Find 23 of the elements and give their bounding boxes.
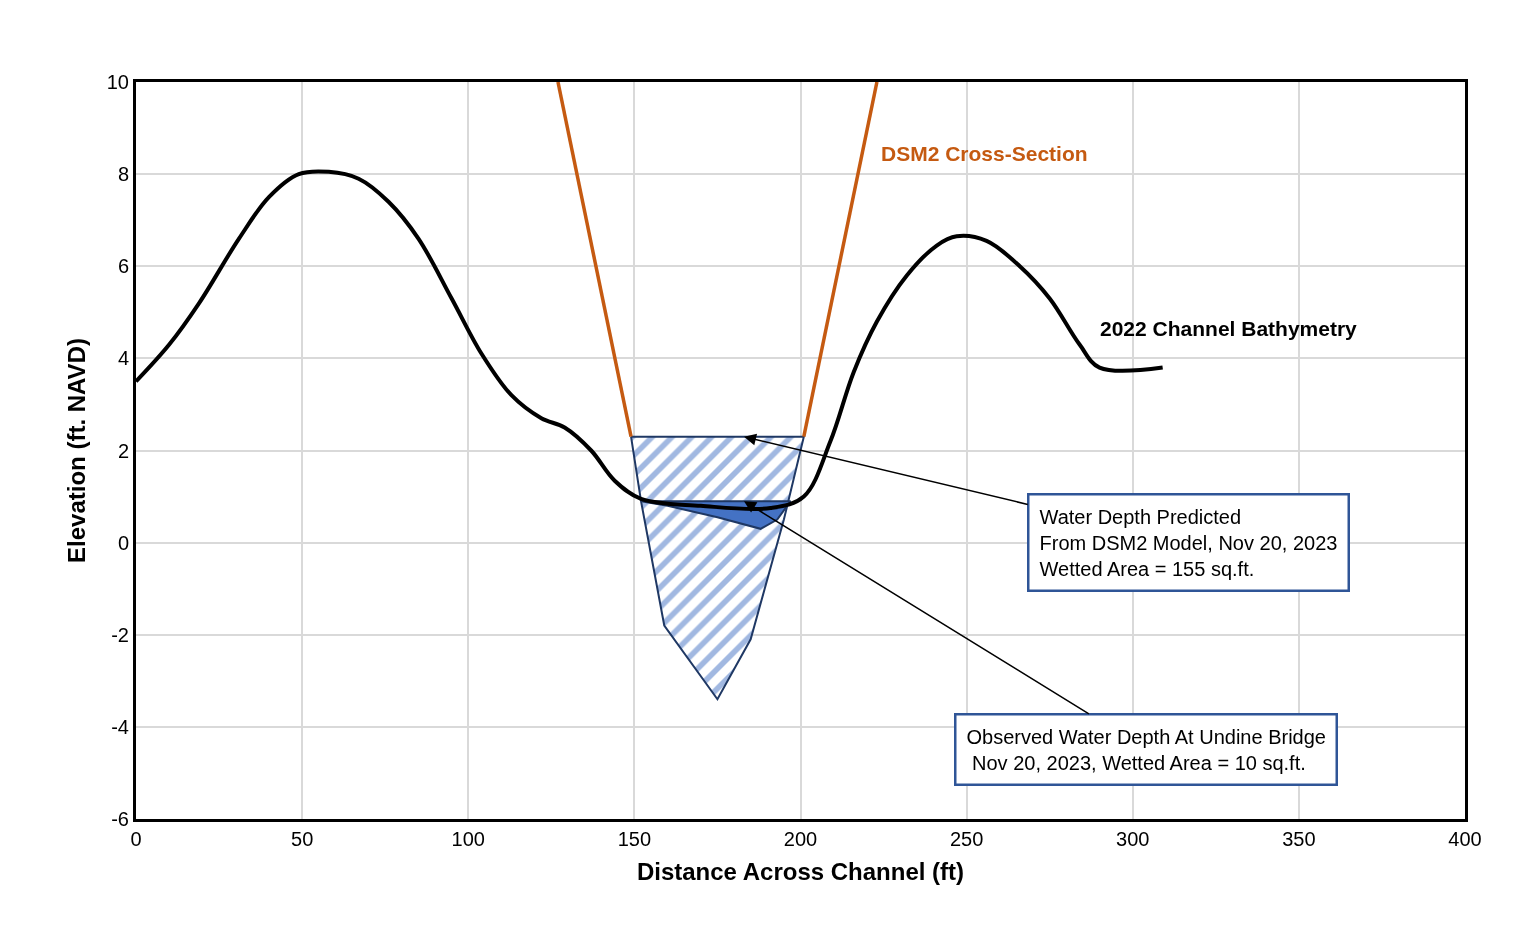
series-label: 2022 Channel Bathymetry: [1100, 317, 1358, 340]
annotation: Water Depth Predicted From DSM2 Model, Nov 20, 2023 Wetted Area = 155 sq.ft.: [1039, 505, 1338, 580]
y-tick-label: 8: [117, 163, 129, 186]
y-tick-label: 4: [117, 347, 129, 370]
y-tick-label: 6: [117, 255, 129, 278]
y-tick-label: 10: [106, 71, 129, 93]
y-tick-label: 2: [117, 439, 129, 462]
series-label: DSM2 Cross-Section: [881, 142, 1088, 165]
y-tick-label: -4: [111, 715, 129, 738]
x-tick-label: 100: [451, 828, 485, 850]
y-tick-label: -6: [111, 808, 129, 830]
x-tick-label: 50: [291, 828, 314, 850]
x-tick-label: 250: [949, 828, 984, 850]
y-tick-label: 0: [117, 531, 129, 554]
x-tick-label: 200: [783, 828, 818, 850]
x-tick-label: 350: [1282, 828, 1316, 850]
y-axis-title: Elevation (ft. NAVD): [62, 338, 90, 563]
x-axis-title: Distance Across Channel (ft): [636, 858, 965, 886]
x-tick-label: 150: [617, 828, 652, 850]
x-tick-label: 400: [1448, 828, 1482, 850]
annotation: Observed Water Depth At Undine Bridge Nov 20, 2023, Wetted Area = 10 sq.ft.: [966, 725, 1326, 774]
y-tick-label: -2: [111, 623, 129, 646]
x-tick-label: 300: [1116, 828, 1150, 850]
